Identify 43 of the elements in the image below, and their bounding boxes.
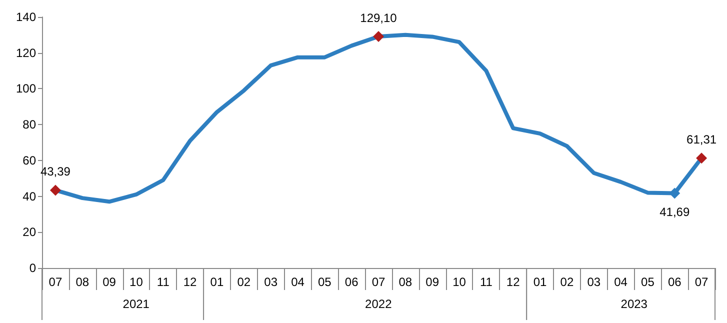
x-tick-label: 11 (156, 275, 170, 289)
x-tick-label: 04 (614, 275, 628, 289)
data-label: 129,10 (360, 11, 398, 26)
x-tick-label: 03 (587, 275, 601, 289)
y-tick-label: 20 (22, 225, 36, 240)
x-tick-label: 09 (426, 275, 440, 289)
y-tick-label: 140 (16, 10, 36, 24)
x-tick-label: 02 (237, 275, 251, 289)
x-tick-label: 07 (372, 275, 386, 289)
data-label: 41,69 (660, 204, 690, 219)
text: 2022 (365, 297, 392, 311)
x-tick-label: 07 (694, 275, 709, 289)
x-tick-label: 03 (264, 275, 278, 289)
x-tick-label: 04 (291, 275, 305, 289)
text: 2023 (620, 297, 648, 311)
x-tick-label: 09 (102, 275, 116, 289)
point (50, 184, 61, 196)
y-tick-label: 60 (22, 153, 36, 168)
x-tick-label: 10 (452, 275, 466, 289)
y-tick-label: 120 (16, 46, 36, 60)
point (696, 152, 708, 164)
data-label: 43,39 (40, 164, 71, 179)
x-tick-label: 05 (318, 275, 332, 289)
x-tick-label: 05 (641, 275, 655, 289)
x-tick-label: 11 (480, 275, 493, 289)
x-tick-label: 01 (533, 275, 548, 289)
x-tick-label: 08 (398, 275, 412, 289)
x-tick-label: 12 (183, 275, 198, 289)
x-tick-label: 06 (668, 275, 682, 289)
y-tick-label: 0 (29, 261, 36, 275)
y-tick-label: 40 (22, 189, 36, 204)
x-tick-label: 07 (48, 275, 62, 289)
x-tick-label: 08 (76, 275, 90, 289)
x-tick-label: 06 (344, 275, 359, 289)
y-tick-label: 80 (22, 118, 36, 132)
point (373, 31, 384, 42)
x-tick-label: 01 (210, 275, 224, 289)
text: 2021 (122, 297, 150, 311)
x-tick-label: 10 (130, 275, 144, 289)
x-tick-label: 02 (560, 275, 574, 289)
x-tick-label: 12 (506, 275, 520, 289)
data-label: 61,31 (686, 132, 717, 147)
y-tick-label: 100 (16, 82, 36, 96)
